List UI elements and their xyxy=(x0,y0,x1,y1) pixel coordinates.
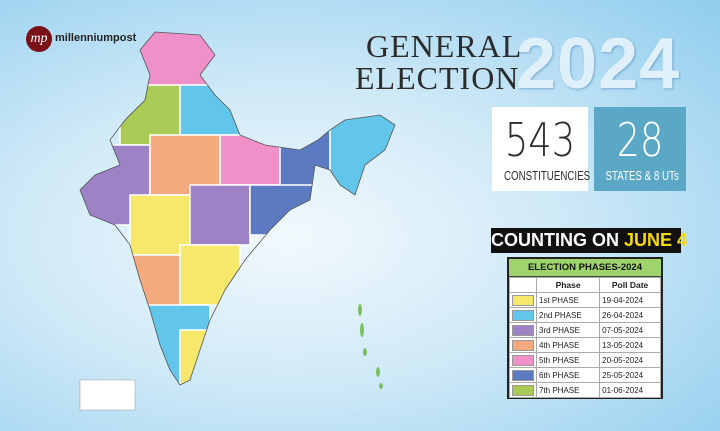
poll-date: 13-05-2024 xyxy=(599,337,661,353)
title-line: GENERAL xyxy=(366,28,523,64)
swatch-header xyxy=(509,277,537,293)
map-region xyxy=(279,129,331,191)
stat-box: 543 CONSTITUENCIES xyxy=(492,107,591,191)
column-header: Phase xyxy=(535,277,601,293)
poll-date: 26-04-2024 xyxy=(599,307,661,323)
phase-name: 7th PHASE xyxy=(535,382,601,398)
title-year: 2024 xyxy=(516,24,681,104)
banner-date: JUNE 4 xyxy=(624,230,688,250)
table-row: 1st PHASE 19-04-2024 xyxy=(509,292,661,308)
map-region xyxy=(249,184,321,236)
india-map xyxy=(79,31,396,411)
stat-value: 543 xyxy=(504,113,576,167)
phase-name: 5th PHASE xyxy=(535,352,601,368)
stat-box: 28 STATES & 8 UTs xyxy=(594,107,686,191)
banner-text: COUNTING ON xyxy=(491,230,619,250)
map-region xyxy=(179,244,241,306)
title-line: ELECTION xyxy=(355,60,520,96)
phase-swatch xyxy=(512,294,534,306)
swatch-cell xyxy=(509,337,537,353)
table-title: ELECTION PHASES-2024 xyxy=(509,259,661,277)
phase-swatch xyxy=(512,354,534,366)
phase-name: 2nd PHASE xyxy=(535,307,601,323)
logo-name: millenniumpost xyxy=(55,32,137,44)
map-region xyxy=(189,184,251,246)
table-row: 4th PHASE 13-05-2024 xyxy=(509,337,661,353)
counting-banner: COUNTING ON JUNE 4 xyxy=(491,228,687,253)
poll-date: 25-05-2024 xyxy=(599,367,661,383)
swatch-cell xyxy=(509,307,537,323)
map-region xyxy=(179,84,241,136)
map-regions xyxy=(80,32,395,385)
map-region xyxy=(179,329,221,385)
phase-swatch xyxy=(512,384,534,396)
swatch-cell xyxy=(509,292,537,308)
stat-label: STATES & 8 UTs xyxy=(605,168,679,183)
poll-date: 07-05-2024 xyxy=(599,322,661,338)
poll-date: 20-05-2024 xyxy=(599,352,661,368)
map-outline xyxy=(79,31,396,386)
table-row: 3rd PHASE 07-05-2024 xyxy=(509,322,661,338)
phase-swatch xyxy=(512,324,534,336)
swatch-cell xyxy=(509,352,537,368)
swatch-cell xyxy=(509,367,537,383)
map-legend xyxy=(79,379,136,411)
table-row: 5th PHASE 20-05-2024 xyxy=(509,352,661,368)
table-row: 2nd PHASE 26-04-2024 xyxy=(509,307,661,323)
phase-name: 3rd PHASE xyxy=(535,322,601,338)
table-row: 6th PHASE 25-05-2024 xyxy=(509,367,661,383)
logo-mark: mp xyxy=(26,26,52,52)
phase-name: 1st PHASE xyxy=(535,292,601,308)
islands xyxy=(358,304,383,389)
poll-date: 01-06-2024 xyxy=(599,382,661,398)
phase-swatch xyxy=(512,369,534,381)
table-grid: Phase Poll Date 1st PHASE 19-04-2024 2nd P… xyxy=(509,277,661,398)
stat-label: CONSTITUENCIES xyxy=(504,168,591,183)
map-region xyxy=(329,109,395,201)
map-region xyxy=(219,134,281,186)
phases-table: ELECTION PHASES-2024 Phase Poll Date 1st… xyxy=(507,257,663,399)
phase-swatch xyxy=(512,309,534,321)
phase-name: 6th PHASE xyxy=(535,367,601,383)
stat-value: 28 xyxy=(616,113,664,167)
column-header: Poll Date xyxy=(599,277,661,293)
phase-swatch xyxy=(512,339,534,351)
phase-name: 4th PHASE xyxy=(535,337,601,353)
swatch-cell xyxy=(509,322,537,338)
table-row: 7th PHASE 01-06-2024 xyxy=(509,382,661,398)
poll-date: 19-04-2024 xyxy=(599,292,661,308)
swatch-cell xyxy=(509,382,537,398)
